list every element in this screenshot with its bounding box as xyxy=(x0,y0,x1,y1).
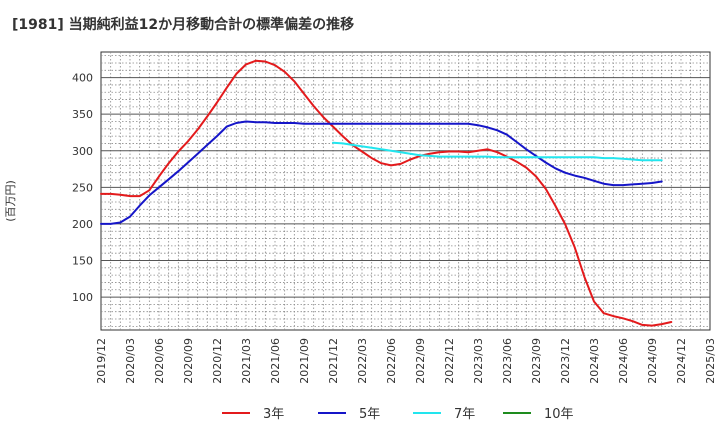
x-tick-label: 2023/06 xyxy=(501,338,514,384)
y-tick-label: 150 xyxy=(72,255,93,268)
legend-label: 7年 xyxy=(454,407,475,422)
y-tick-label: 350 xyxy=(72,108,93,121)
x-tick-label: 2020/09 xyxy=(182,338,195,384)
series-line-7年 xyxy=(332,141,663,162)
y-tick-label: 250 xyxy=(72,181,93,194)
legend-label: 5年 xyxy=(359,407,380,422)
legend-label: 10年 xyxy=(544,407,574,422)
y-tick-label: 200 xyxy=(72,218,93,231)
series-lines xyxy=(100,59,673,327)
x-tick-label: 2021/06 xyxy=(269,338,282,384)
x-tick-label: 2020/12 xyxy=(211,338,224,384)
x-tick-label: 2021/12 xyxy=(327,338,340,384)
chart-title: [1981] 当期純利益12か月移動合計の標準偏差の推移 xyxy=(12,17,355,33)
x-tick-label: 2020/03 xyxy=(124,338,137,384)
x-tick-label: 2024/12 xyxy=(675,338,688,384)
y-tick-label: 300 xyxy=(72,145,93,158)
x-tick-label: 2024/03 xyxy=(588,338,601,384)
x-tick-label: 2022/03 xyxy=(356,338,369,384)
x-tick-label: 2025/03 xyxy=(704,338,717,384)
x-tick-label: 2021/09 xyxy=(298,338,311,384)
y-tick-label: 400 xyxy=(72,72,93,85)
series-line-3年 xyxy=(100,59,673,327)
x-tick-label: 2023/09 xyxy=(530,338,543,384)
y-tick-label: 100 xyxy=(72,291,93,304)
x-tick-label: 2024/09 xyxy=(646,338,659,384)
y-axis-label: (百万円) xyxy=(4,180,17,222)
legend: 3年 5年 7年 10年 xyxy=(222,407,574,422)
grid-lines xyxy=(101,52,710,330)
x-tick-label: 2022/12 xyxy=(443,338,456,384)
legend-label: 3年 xyxy=(263,407,284,422)
x-tick-label: 2019/12 xyxy=(95,338,108,384)
x-tick-label: 2020/06 xyxy=(153,338,166,384)
y-axis-ticks: 100 150 200 250 300 350 400 xyxy=(72,72,93,304)
x-tick-label: 2023/12 xyxy=(559,338,572,384)
x-axis-ticks: 2019/12 2020/03 2020/06 2020/09 2020/12 2021/… xyxy=(95,338,717,384)
x-tick-label: 2021/03 xyxy=(240,338,253,384)
series-line-5年 xyxy=(100,120,663,225)
x-tick-label: 2023/03 xyxy=(472,338,485,384)
x-tick-label: 2022/09 xyxy=(414,338,427,384)
x-tick-label: 2024/06 xyxy=(617,338,630,384)
plot-area xyxy=(100,51,711,331)
x-tick-label: 2022/06 xyxy=(385,338,398,384)
